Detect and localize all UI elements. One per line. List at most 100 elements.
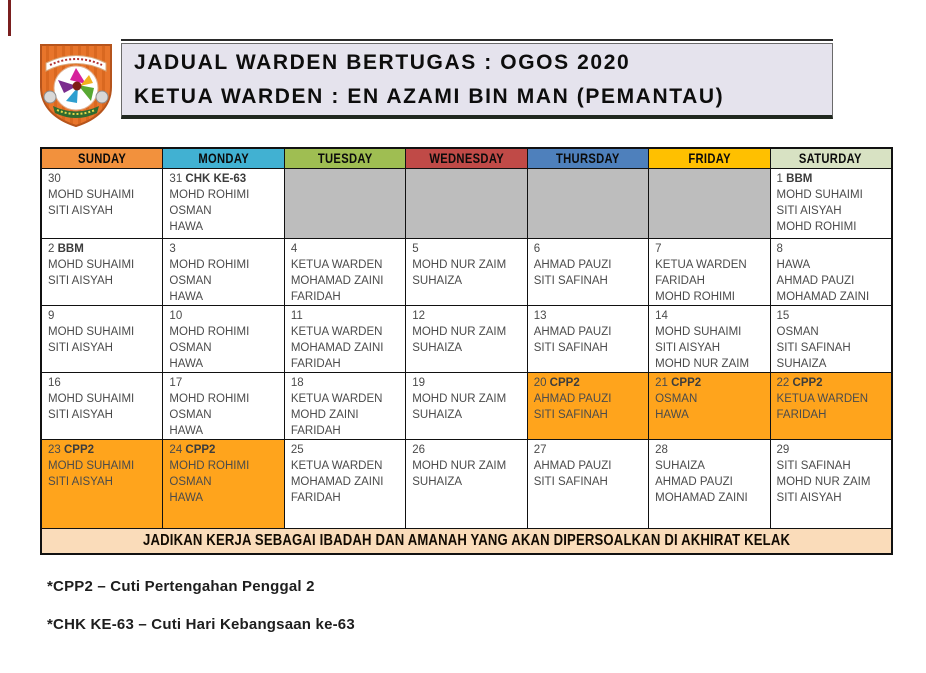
date-number-line: 25 [290,444,304,456]
week-row: 30 MOHD SUHAIMI SITI AISYAH 31 CHK KE-63 MOH… [42,169,891,239]
calendar-cell-day-21: 21 CPP2 OSMAN HAWA [649,373,771,440]
date-number-line: 14 [655,310,668,322]
warden-name: SITI AISYAH [48,342,113,354]
calendar-cell-day-24: 24 CPP2 MOHD ROHIMI OSMAN HAWA [163,440,285,529]
date-number-line: 20 CPP2 [533,377,580,389]
warden-name: SUHAIZA [412,342,463,354]
calendar-cell-day-18: 18 KETUA WARDEN MOHD ZAINI FARIDAH [284,373,407,440]
warden-name: SITI AISYAH [776,492,842,504]
date-number-line: 12 [412,310,426,322]
calendar-cell-day-3: 3 MOHD ROHIMI OSMAN HAWA [163,239,285,306]
warden-name: SITI SAFINAH [776,460,851,472]
date-number-line: 18 [290,377,304,389]
warden-name: MOHD NUR ZAIM [776,476,871,488]
warden-name: FARIDAH [290,492,341,504]
calendar-cell-day-17: 17 MOHD ROHIMI OSMAN HAWA [163,373,285,440]
warden-name: MOHD ROHIMI [169,326,250,338]
warden-name: MOHD SUHAIMI [48,326,135,338]
date-number-line: 23 CPP2 [48,444,95,456]
warden-name: SITI AISYAH [48,205,113,217]
warden-name: FARIDAH [655,275,705,287]
calendar-cell-day-6: 6 AHMAD PAUZI SITI SAFINAH [527,239,650,306]
warden-name: MOHD SUHAIMI [776,189,863,201]
holiday-tag: CPP2 [789,377,823,389]
calendar-cell-day-9: 9 MOHD SUHAIMI SITI AISYAH [42,306,164,373]
warden-name: FARIDAH [776,409,827,421]
warden-name: MOHD SUHAIMI [48,460,135,472]
calendar-cell-empty [406,169,528,239]
day-header-friday: FRIDAY [649,149,771,169]
holiday-tag: CPP2 [60,444,95,456]
warden-name: OSMAN [776,326,819,338]
warden-name: AHMAD PAUZI [776,275,855,287]
warden-name: MOHAMAD ZAINI [655,492,748,504]
calendar-cell-day-7: 7 KETUA WARDEN FARIDAH MOHD ROHIMI [649,239,771,306]
warden-name: AHMAD PAUZI [533,460,612,472]
day-header-label: SUNDAY [78,150,127,166]
crest-bottom-ribbon [53,106,99,118]
scan-artifact-mark [8,0,11,36]
warden-name: KETUA WARDEN [776,393,869,405]
day-header-label: TUESDAY [317,150,373,166]
warden-name: OSMAN [169,205,212,217]
date-number-line: 24 CPP2 [169,444,216,456]
warden-name: SITI AISYAH [48,275,113,287]
motto-banner: JADIKAN KERJA SEBAGAI IBADAH DAN AMANAH … [42,529,891,553]
week-row: 2 BBM MOHD SUHAIMI SITI AISYAH 3 MOHD ROHIMI… [42,239,891,306]
day-header-label: WEDNESDAY [429,150,504,166]
date-number-line: 2 BBM [48,243,84,255]
calendar-cell-day-19: 19 MOHD NUR ZAIM SUHAIZA [406,373,528,440]
calendar-cell-day-1: 1 BBM MOHD SUHAIMI SITI AISYAH MOHD ROHIMI [770,169,891,239]
day-header-label: FRIDAY [688,150,731,166]
shield-crest-icon [40,44,112,128]
warden-name: KETUA WARDEN [290,326,383,338]
date-number-line: 7 [655,243,662,255]
warden-name: SITI AISYAH [655,342,721,354]
date-number-line: 16 [48,377,61,389]
calendar-table: SUNDAY MONDAY TUESDAY WEDNESDAY THURSDAY FRID… [40,147,893,555]
motto-text: JADIKAN KERJA SEBAGAI IBADAH DAN AMANAH … [142,532,791,549]
warden-name: MOHD ROHIMI [776,221,857,233]
warden-name: FARIDAH [290,358,341,370]
date-number-line: 8 [776,243,783,255]
date-number-line: 5 [412,243,419,255]
date-number-line: 1 BBM [776,173,813,185]
warden-name: MOHAMAD ZAINI [776,291,870,303]
calendar-cell-day-26: 26 MOHD NUR ZAIM SUHAIZA [406,440,528,529]
calendar-cell-day-4: 4 KETUA WARDEN MOHAMAD ZAINI FARIDAH [284,239,407,306]
calendar-cell-day-20: 20 CPP2 AHMAD PAUZI SITI SAFINAH [527,373,650,440]
date-number-line: 28 [655,444,668,456]
warden-name: MOHD NUR ZAIM [412,460,507,472]
warden-name: HAWA [169,291,204,303]
calendar-cell-day-29: 29 SITI SAFINAH MOHD NUR ZAIM SITI AISYAH [770,440,891,529]
header-top-rule [121,39,833,41]
day-header-tuesday: TUESDAY [284,149,407,169]
warden-name: KETUA WARDEN [290,460,383,472]
holiday-tag: CPP2 [667,377,702,389]
calendar-cell-day-23: 23 CPP2 MOHD SUHAIMI SITI AISYAH [42,440,164,529]
warden-name: AHMAD PAUZI [533,259,612,271]
date-number-line: 22 CPP2 [776,377,823,389]
date-number-line: 15 [776,310,790,322]
holiday-tag: CHK KE-63 [182,173,247,185]
warden-name: OSMAN [169,409,212,421]
warden-name: SITI SAFINAH [533,476,608,488]
warden-name: MOHD SUHAIMI [48,393,135,405]
warden-name: MOHD ZAINI [290,409,359,421]
footnote-chk: *CHK KE-63 – Cuti Hari Kebangsaan ke-63 [47,616,355,633]
warden-name: FARIDAH [290,425,341,437]
pinwheel-star-icon [58,68,94,103]
date-number-line: 17 [169,377,183,389]
calendar-cell-day-2: 2 BBM MOHD SUHAIMI SITI AISYAH [42,239,164,306]
warden-name: MOHD NUR ZAIM [412,259,507,271]
date-number-line: 19 [412,377,426,389]
calendar-cell-day-25: 25 KETUA WARDEN MOHAMAD ZAINI FARIDAH [284,440,407,529]
warden-name: HAWA [169,358,204,370]
warden-name: MOHD NUR ZAIM [412,393,507,405]
calendar-cell-day-15: 15 OSMAN SITI SAFINAH SUHAIZA [770,306,891,373]
warden-name: MOHD ROHIMI [169,393,250,405]
day-header-sunday: SUNDAY [42,149,164,169]
day-header-label: MONDAY [198,150,249,166]
calendar-cell-day-11: 11 KETUA WARDEN MOHAMAD ZAINI FARIDAH [284,306,407,373]
